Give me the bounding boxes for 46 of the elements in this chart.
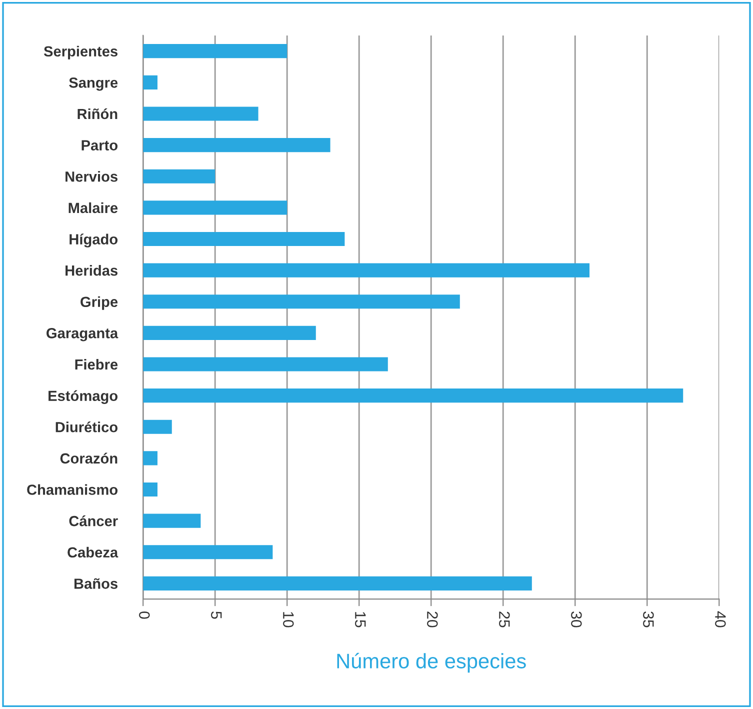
x-tick-label: 20 bbox=[426, 612, 438, 628]
bar bbox=[143, 169, 216, 184]
bar bbox=[143, 482, 158, 497]
y-tick-label: Estómago bbox=[48, 390, 118, 404]
x-tick-label: 40 bbox=[715, 611, 726, 628]
y-tick-label: Malaire bbox=[68, 202, 118, 214]
bar bbox=[143, 576, 532, 590]
x-tick-label: 5 bbox=[210, 612, 222, 619]
y-tick-label: Sangre bbox=[69, 77, 118, 91]
bar bbox=[143, 263, 590, 278]
y-tick-label: Corazón bbox=[60, 452, 118, 464]
x-tick-label: 10 bbox=[282, 612, 294, 628]
bar bbox=[143, 138, 330, 152]
y-tick-label: Heridas bbox=[66, 265, 118, 276]
y-tick-label: Cáncer bbox=[69, 515, 118, 526]
y-tick-label: Hígado bbox=[70, 234, 118, 248]
y-tick-label: Nervios bbox=[66, 171, 118, 182]
y-tick-label: Fiebre bbox=[75, 358, 118, 370]
bar bbox=[143, 388, 684, 403]
bar bbox=[143, 451, 158, 466]
bar bbox=[143, 232, 345, 246]
bar bbox=[143, 294, 460, 309]
y-tick-label: Diurético bbox=[56, 421, 118, 432]
bar bbox=[143, 326, 316, 340]
x-tick-label: 15 bbox=[354, 612, 366, 628]
bar bbox=[143, 420, 172, 434]
bar bbox=[143, 44, 288, 58]
bar bbox=[143, 75, 158, 90]
bar bbox=[143, 514, 201, 528]
y-tick-label: Riñón bbox=[78, 108, 118, 120]
y-tick-label: Garaganta bbox=[46, 328, 118, 342]
bar bbox=[143, 357, 388, 372]
bar bbox=[143, 545, 273, 560]
y-tick-label: Serpientes bbox=[44, 46, 118, 60]
x-tick-label: 30 bbox=[571, 611, 582, 628]
y-tick-label: Parto bbox=[82, 140, 118, 150]
y-tick-label: Gripe bbox=[80, 296, 118, 310]
y-tick-label: Baños bbox=[74, 578, 118, 589]
x-tick-label: 25 bbox=[498, 612, 510, 628]
bar bbox=[143, 106, 258, 121]
y-tick-label: Chamanismo bbox=[27, 484, 118, 495]
y-tick-label: Cabeza bbox=[68, 546, 118, 558]
x-tick-label: 0 bbox=[138, 612, 150, 619]
bar bbox=[143, 200, 288, 215]
x-tick-label: 35 bbox=[643, 611, 654, 628]
x-axis-title: Número de especies bbox=[337, 652, 526, 673]
